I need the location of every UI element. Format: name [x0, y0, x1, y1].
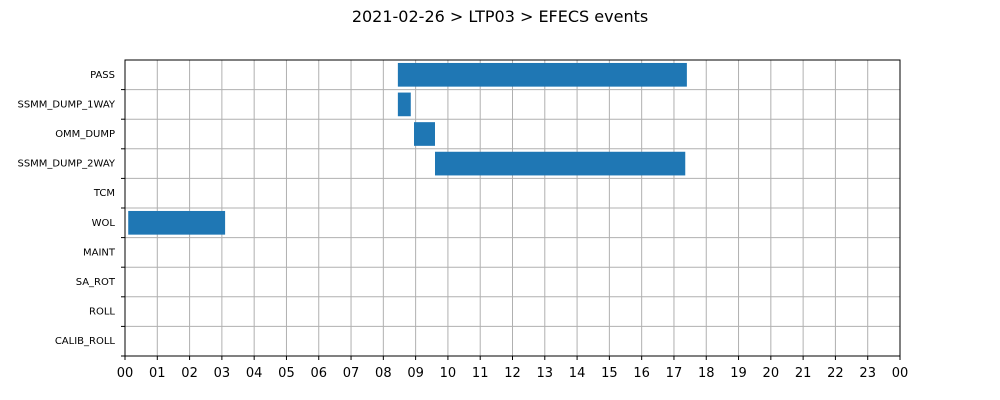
- x-tick-label: 22: [827, 366, 844, 381]
- event-bar-pass: [397, 62, 687, 87]
- x-tick-label: 00: [892, 366, 909, 381]
- x-tick-label: 08: [375, 366, 392, 381]
- x-tick-label: 00: [117, 366, 134, 381]
- x-tick-label: 23: [859, 366, 876, 381]
- x-tick-label: 18: [698, 366, 715, 381]
- x-tick-label: 10: [440, 366, 457, 381]
- x-tick-label: 05: [278, 366, 295, 381]
- x-tick-label: 03: [214, 366, 231, 381]
- y-axis-ticks: PASS SSMM_DUMP_1WAY OMM_DUMP SSMM_DUMP_2WAY…: [17, 70, 125, 357]
- y-tick-label: SSMM_DUMP_1WAY: [17, 99, 115, 110]
- x-axis-ticks: 00 01 02 03 04 05 06 07 08 09 10 11 12 13 14 15 16 17 18 19…: [117, 356, 909, 381]
- y-tick-label: MAINT: [83, 247, 116, 258]
- event-bar-ssmm-dump-1way: [397, 92, 411, 117]
- x-tick-label: 13: [537, 366, 554, 381]
- x-tick-label: 21: [795, 366, 812, 381]
- x-tick-label: 06: [310, 366, 327, 381]
- y-tick-label: SA_ROT: [76, 277, 116, 288]
- event-bars: [128, 62, 687, 235]
- x-tick-label: 11: [472, 366, 489, 381]
- x-tick-label: 12: [504, 366, 521, 381]
- y-tick-label: CALIB_ROLL: [55, 336, 116, 347]
- x-tick-label: 04: [246, 366, 263, 381]
- x-tick-label: 17: [666, 366, 683, 381]
- event-bar-ssmm-dump-2way: [435, 151, 686, 176]
- grid-lines: [124, 60, 901, 357]
- y-tick-label: WOL: [92, 218, 116, 229]
- x-tick-label: 07: [343, 366, 360, 381]
- x-tick-label: 14: [569, 366, 586, 381]
- y-tick-label: PASS: [90, 70, 115, 81]
- x-tick-label: 01: [149, 366, 166, 381]
- y-tick-label: OMM_DUMP: [55, 129, 115, 140]
- y-tick-label: SSMM_DUMP_2WAY: [17, 159, 115, 170]
- x-tick-label: 02: [181, 366, 198, 381]
- chart-title: 2021-02-26 > LTP03 > EFECS events: [352, 7, 648, 26]
- x-tick-label: 19: [730, 366, 747, 381]
- y-tick-label: ROLL: [89, 307, 115, 318]
- x-tick-label: 20: [763, 366, 780, 381]
- x-tick-label: 15: [601, 366, 618, 381]
- x-tick-label: 16: [633, 366, 650, 381]
- y-tick-label: TCM: [93, 188, 115, 199]
- event-bar-omm-dump: [414, 122, 435, 146]
- event-bar-wol: [128, 210, 226, 235]
- x-tick-label: 09: [407, 366, 424, 381]
